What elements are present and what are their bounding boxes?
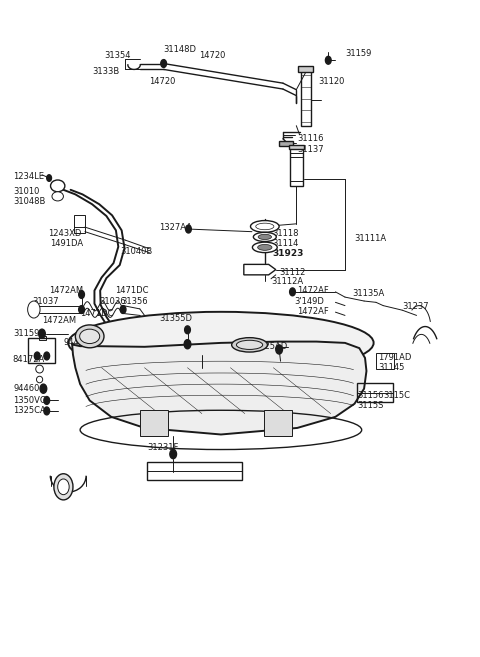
Bar [38,336,46,340]
Bar [264,410,292,436]
Text: 31036: 31036 [100,297,126,306]
Circle shape [170,449,177,459]
Text: 31156: 31156 [357,391,384,399]
Text: 31135A: 31135A [352,289,384,298]
Ellipse shape [50,180,65,192]
Circle shape [120,306,126,313]
Circle shape [44,397,49,405]
Bar [298,66,313,72]
Text: 31237: 31237 [402,302,429,311]
Text: 31048B: 31048B [13,197,46,206]
Text: 31356: 31356 [121,297,148,306]
Text: 1472AM: 1472AM [49,286,83,295]
Text: 31116: 31116 [297,134,324,143]
Ellipse shape [256,223,274,230]
Text: 31111A: 31111A [355,234,387,242]
Bar [357,384,393,402]
Ellipse shape [75,325,104,348]
Bar [376,353,394,369]
Circle shape [161,60,167,68]
Text: 84172A: 84172A [12,355,44,365]
Text: 31159: 31159 [13,329,40,338]
Text: 31010: 31010 [13,187,40,196]
Bar [279,141,293,146]
Text: 3133B: 3133B [92,67,120,76]
Text: 1472AM: 1472AM [42,316,76,325]
Text: 3115C: 3115C [383,391,410,399]
Bar [288,145,304,149]
Circle shape [79,306,84,313]
Ellipse shape [252,242,277,252]
Text: 1243XD: 1243XD [48,229,82,238]
Text: 14720: 14720 [149,77,176,85]
Text: 1125AD: 1125AD [254,342,288,351]
Text: 1472AF: 1472AF [297,307,329,316]
Text: 31040B: 31040B [120,247,153,256]
Circle shape [186,225,192,233]
Text: 1791AD: 1791AD [378,353,412,363]
Ellipse shape [251,221,279,233]
Text: 1234LE: 1234LE [13,172,44,181]
Ellipse shape [52,192,63,201]
Circle shape [40,384,47,394]
Bar [147,462,242,480]
Circle shape [276,345,282,354]
Bar [289,148,303,186]
Text: 31231F: 31231F [147,443,178,452]
Text: 1471DC: 1471DC [80,309,114,318]
Text: 31159: 31159 [345,49,372,58]
Bar [74,215,85,233]
Circle shape [38,329,45,338]
Circle shape [289,288,295,296]
Text: 1327AA: 1327AA [159,223,192,233]
Ellipse shape [36,376,43,383]
Text: 31354: 31354 [104,51,131,60]
Text: 31118: 31118 [272,229,299,238]
Polygon shape [72,342,366,434]
Ellipse shape [232,338,267,352]
Circle shape [44,407,49,415]
Text: 1471DC: 1471DC [115,286,148,295]
Text: 1491DA: 1491DA [50,239,84,248]
Ellipse shape [253,233,276,242]
Circle shape [58,479,69,495]
Text: 31112A: 31112A [271,277,303,286]
Circle shape [47,175,51,181]
Bar [300,70,311,125]
Text: 1472AF: 1472AF [297,286,329,295]
Circle shape [44,352,49,360]
Text: 31923: 31923 [272,250,303,258]
Circle shape [184,340,191,349]
Circle shape [54,474,73,500]
Ellipse shape [36,365,43,373]
Bar [28,338,55,363]
Text: 31112: 31112 [280,268,306,277]
Ellipse shape [68,312,373,374]
Text: 31145: 31145 [378,363,405,373]
Circle shape [28,301,40,318]
Polygon shape [244,264,276,275]
Text: 31137: 31137 [297,145,324,154]
Text: 31037: 31037 [33,297,59,306]
Text: 94471B: 94471B [63,338,96,347]
Text: 31120: 31120 [319,77,345,85]
Text: 1325CA: 1325CA [13,407,46,415]
Ellipse shape [258,244,272,250]
Text: 31355D: 31355D [159,314,192,323]
Ellipse shape [237,340,263,350]
Text: 14720: 14720 [199,51,226,60]
Text: 3115S: 3115S [357,401,384,409]
Text: 3'149D: 3'149D [294,296,324,306]
Bar [140,410,168,436]
Text: 94460: 94460 [13,384,40,393]
Ellipse shape [80,329,100,344]
Circle shape [79,290,84,298]
Ellipse shape [258,235,272,240]
Text: 31148D: 31148D [164,45,197,54]
Circle shape [325,57,331,64]
Text: 1350VC: 1350VC [13,396,46,405]
Circle shape [34,352,40,360]
Text: 31114: 31114 [272,239,299,248]
Circle shape [185,326,191,334]
